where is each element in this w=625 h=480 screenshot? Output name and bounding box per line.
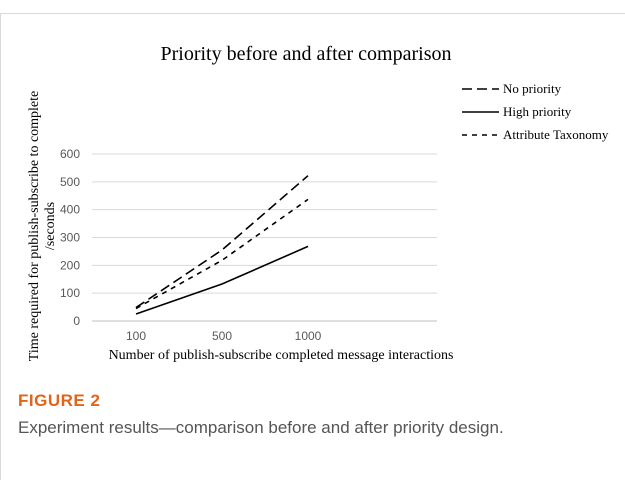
y-tick-label: 500 [60, 175, 80, 189]
y-tick-label: 400 [60, 203, 80, 217]
x-axis-label: Number of publish-subscribe completed me… [109, 348, 454, 363]
top-border-rule [0, 13, 625, 14]
figure-caption: Experiment results—comparison before and… [18, 418, 504, 437]
line-chart: Priority before and after comparison Tim… [27, 43, 609, 363]
y-axis-label-line-1: Time required for publish-subscribe to c… [27, 91, 42, 361]
x-tick-labels: 100 500 1000 [126, 329, 322, 343]
y-tick-labels: 0 100 200 300 400 500 600 [60, 147, 80, 328]
legend-entry-label: No priority [503, 81, 562, 96]
series-lines [135, 175, 309, 315]
y-tick-label: 300 [60, 231, 80, 245]
legend-entry-label: High priority [503, 104, 572, 119]
gridlines [92, 153, 437, 322]
y-axis-label-line-2: /seconds [43, 202, 58, 250]
y-tick-label: 200 [60, 258, 80, 272]
series-line [135, 245, 309, 315]
x-tick-label: 1000 [295, 329, 322, 343]
chart-title: Priority before and after comparison [160, 43, 451, 65]
y-tick-label: 100 [60, 286, 80, 300]
legend-entry-label: Attribute Taxonomy [503, 127, 609, 142]
legend: No priority High priority Attribute Taxono… [462, 81, 609, 142]
figure-label: FIGURE 2 [18, 391, 101, 410]
series-line [135, 175, 309, 309]
x-tick-label: 100 [126, 329, 146, 343]
y-tick-label: 0 [73, 314, 80, 328]
y-tick-label: 600 [60, 147, 80, 161]
series-line [135, 198, 309, 310]
y-axis-label: Time required for publish-subscribe to c… [27, 91, 58, 361]
x-tick-label: 500 [212, 329, 232, 343]
left-border-rule [0, 13, 1, 480]
